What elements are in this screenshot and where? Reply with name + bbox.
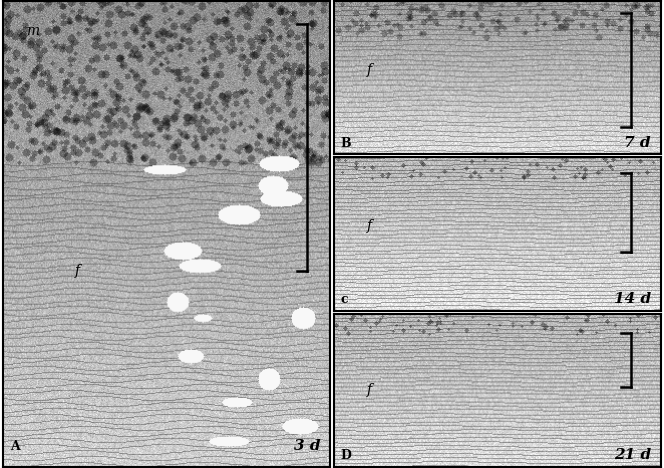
- Text: 3 d: 3 d: [293, 439, 320, 453]
- Text: c: c: [341, 293, 348, 306]
- Text: 21 d: 21 d: [614, 448, 651, 462]
- Text: f: f: [367, 219, 372, 234]
- Text: B: B: [341, 137, 351, 150]
- Text: 7 d: 7 d: [624, 136, 651, 150]
- Text: f: f: [75, 264, 80, 278]
- Text: D: D: [341, 449, 351, 462]
- Text: m: m: [26, 24, 39, 38]
- Text: f: f: [367, 383, 372, 397]
- Text: 14 d: 14 d: [614, 292, 651, 306]
- Text: A: A: [10, 440, 20, 453]
- Text: f: f: [367, 63, 372, 77]
